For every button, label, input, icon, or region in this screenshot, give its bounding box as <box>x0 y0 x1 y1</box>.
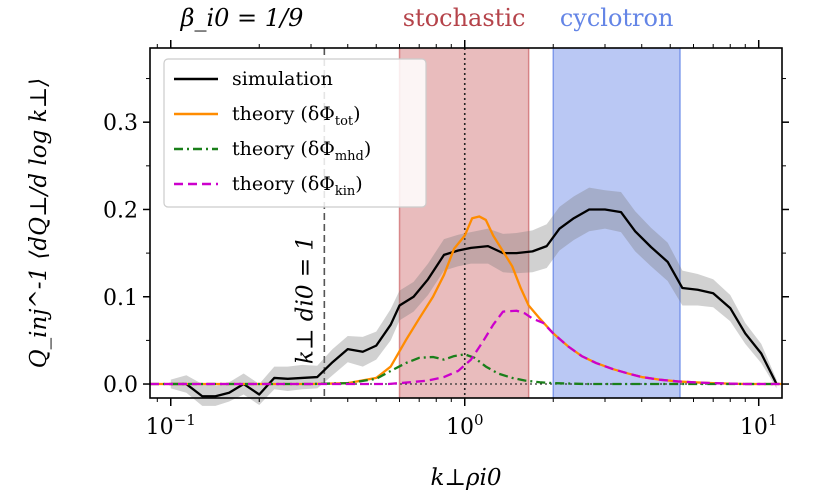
legend-label-theory-tot: theory (δΦtot) <box>232 103 361 129</box>
y-tick-label: 0.2 <box>103 198 138 223</box>
chart-title: β_i0 = 1/9 <box>180 4 304 32</box>
y-tick-label: 0.0 <box>103 373 138 398</box>
legend-label-simulation: simulation <box>232 68 333 90</box>
y-tick-label: 0.3 <box>103 111 138 136</box>
x-tick-label: 100 <box>446 411 484 440</box>
x-tick-label: 10−1 <box>146 411 196 440</box>
x-axis-label: k⊥ρi0 <box>430 465 501 491</box>
axis-ticks: 0.0 0.1 0.2 0.3 10−1 100 101 <box>103 40 789 440</box>
vline-label: k⊥ di0 = 1 <box>292 236 318 364</box>
y-axis-label: Q_inj^-1 ⟨dQ⊥/d log k⊥⟩ <box>26 78 52 368</box>
plot-frame <box>149 47 783 399</box>
legend-label-theory-kin: theory (δΦkin) <box>232 173 363 199</box>
series-line-theory-tot <box>150 215 782 386</box>
series-line-theory-mhd <box>150 353 782 386</box>
band-label-stochastic: stochastic <box>403 4 526 32</box>
x-tick-label: 101 <box>740 411 778 440</box>
series-line-theory-kin <box>150 309 782 386</box>
legend-box <box>163 58 427 208</box>
band-label-cyclotron: cyclotron <box>560 4 674 32</box>
series-line-simulation <box>170 208 778 398</box>
axis-labels: stochastic cyclotron k⊥ di0 = 1 k⊥ρi0 Q_inj^… <box>26 4 673 491</box>
y-tick-label: 0.1 <box>103 286 138 311</box>
legend: simulation theory (δΦtot) theory (δΦmhd) th… <box>163 58 427 208</box>
legend-label-theory-mhd: theory (δΦmhd) <box>232 138 371 164</box>
series-group <box>150 187 782 406</box>
band-cyclotron <box>553 48 681 398</box>
